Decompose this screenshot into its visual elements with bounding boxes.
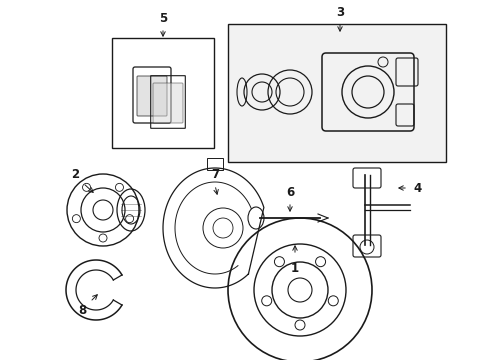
Text: 8: 8 <box>78 303 86 316</box>
Text: 2: 2 <box>71 168 79 181</box>
Text: 1: 1 <box>290 261 299 274</box>
Bar <box>227 24 445 162</box>
FancyBboxPatch shape <box>153 83 183 123</box>
Text: 6: 6 <box>285 185 293 198</box>
Text: 7: 7 <box>210 168 219 181</box>
Bar <box>112 38 214 148</box>
Bar <box>206 158 223 170</box>
Text: 3: 3 <box>335 5 344 18</box>
Text: 5: 5 <box>159 12 167 24</box>
Text: 4: 4 <box>413 181 421 194</box>
FancyBboxPatch shape <box>137 76 167 116</box>
